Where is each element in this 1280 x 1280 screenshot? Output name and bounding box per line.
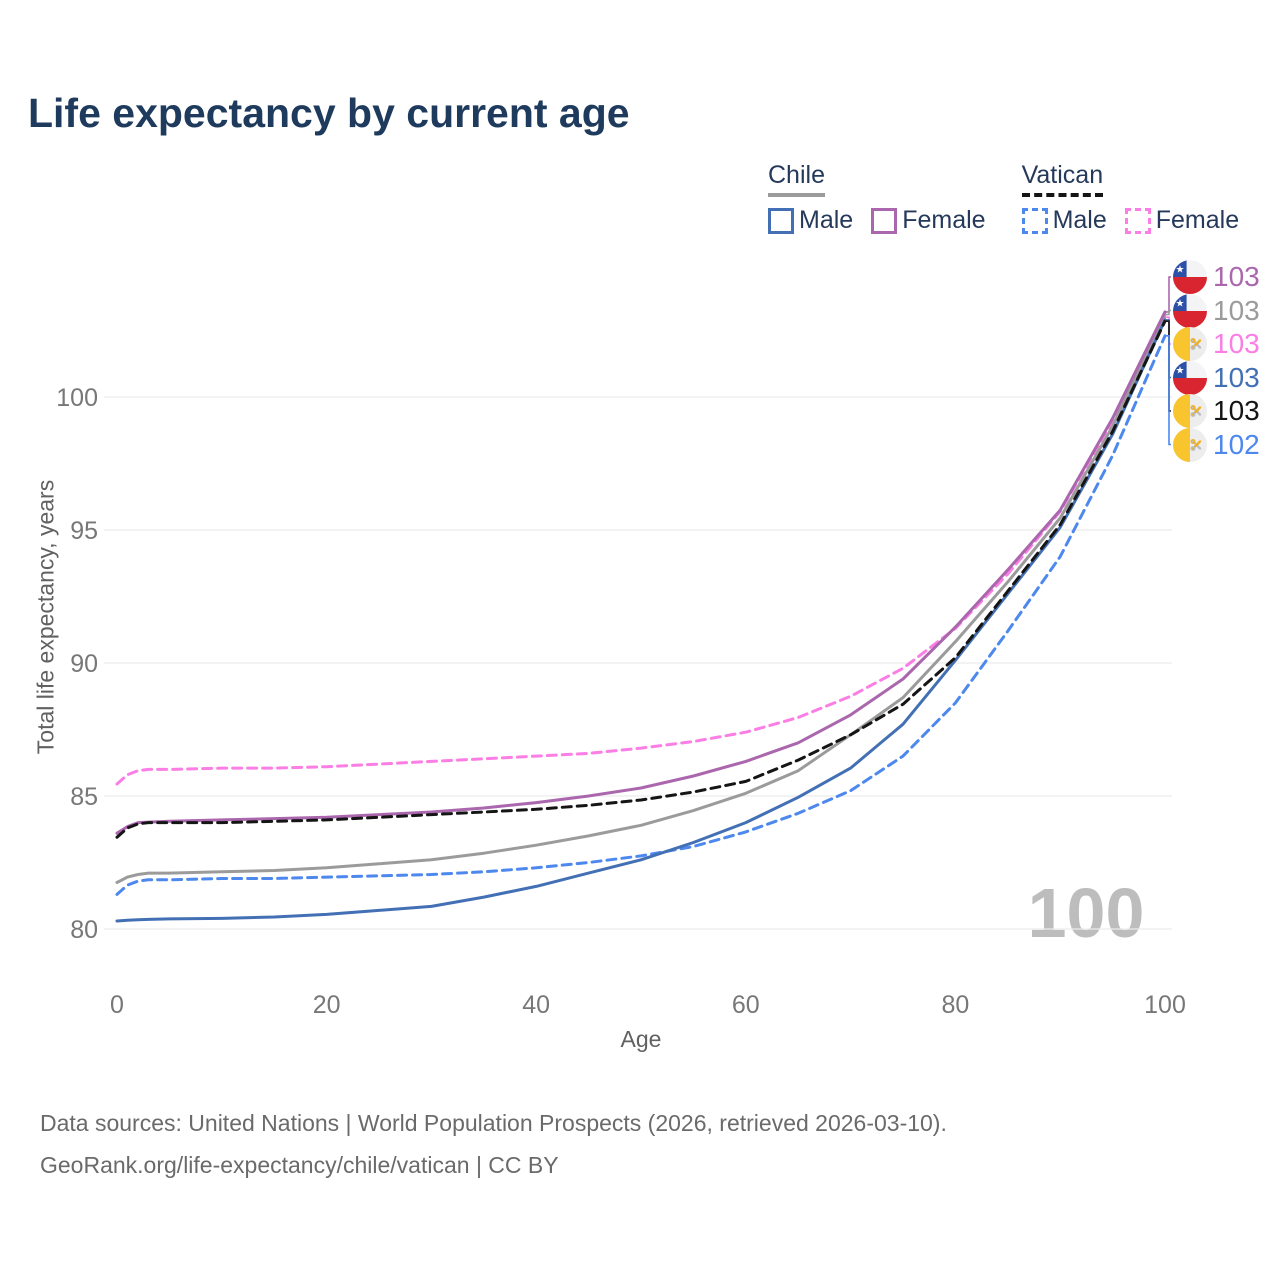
footer-attribution: GeoRank.org/life-expectancy/chile/vatica…	[40, 1152, 559, 1178]
x-tick-100: 100	[1144, 991, 1186, 1019]
chile-male-swatch-icon	[768, 207, 794, 234]
x-tick-60: 60	[732, 991, 760, 1019]
end-label-connector-chile-total	[1165, 309, 1171, 316]
end-label-connector-chile-female	[1165, 276, 1171, 313]
legend-items-chile: Male Female	[768, 206, 986, 235]
x-tick-0: 0	[110, 991, 124, 1019]
legend-item-label: Female	[902, 206, 986, 234]
x-axis-title: Age	[620, 1026, 662, 1052]
legend-item-vatican-male[interactable]: Male	[1021, 206, 1107, 235]
end-label-vatican-female[interactable]: 103	[1173, 327, 1260, 361]
y-tick-80: 80	[70, 916, 98, 944]
vatican-flag-icon	[1173, 327, 1207, 361]
end-label-value: 103	[1213, 328, 1260, 359]
footer-data-sources: Data sources: United Nations | World Pop…	[40, 1110, 947, 1136]
x-tick-20: 20	[313, 991, 341, 1019]
chile-female-swatch-icon	[871, 207, 898, 234]
chile-flag-icon: ★	[1173, 360, 1207, 395]
end-label-vatican-male[interactable]: 102	[1173, 427, 1260, 462]
end-label-chile-total[interactable]: ★ 103	[1173, 293, 1260, 328]
svg-text:★: ★	[1176, 365, 1185, 376]
legend-group-chile: Chile Male Female	[768, 161, 986, 235]
end-label-value: 103	[1213, 395, 1260, 426]
end-label-vatican-total[interactable]: 103	[1173, 394, 1260, 428]
end-label-connector-chile-male	[1165, 319, 1171, 379]
vatican-flag-icon	[1173, 394, 1207, 428]
end-label-chile-male[interactable]: ★ 103	[1173, 360, 1260, 395]
y-tick-100: 100	[56, 384, 98, 412]
chile-flag-icon: ★	[1173, 260, 1207, 294]
page-title: Life expectancy by current age	[28, 90, 630, 136]
svg-text:★: ★	[1176, 265, 1185, 276]
chile-flag-icon: ★	[1173, 293, 1207, 328]
legend-item-chile-male[interactable]: Male	[768, 206, 853, 235]
end-label-value: 103	[1213, 361, 1260, 393]
footer: Data sources: United Nations | World Pop…	[40, 1102, 947, 1186]
y-tick-90: 90	[70, 650, 98, 678]
legend-item-label: Female	[1155, 206, 1240, 234]
vatican-flag-icon	[1173, 427, 1207, 462]
vatican-male-swatch-icon	[1021, 207, 1048, 234]
x-tick-80: 80	[941, 991, 969, 1019]
series-line-chile-total[interactable]	[115, 313, 1167, 884]
age-watermark: 100	[1027, 874, 1145, 952]
end-label-value: 103	[1213, 294, 1260, 326]
x-tick-40: 40	[522, 991, 550, 1019]
end-label-value: 103	[1213, 261, 1260, 292]
y-tick-95: 95	[70, 517, 98, 545]
legend-item-label: Male	[799, 206, 854, 234]
legend-item-vatican-female[interactable]: Female	[1124, 206, 1240, 235]
series-line-vatican-female[interactable]	[115, 315, 1167, 786]
legend-items-vatican: Male Female	[1021, 206, 1240, 235]
legend-country-chile[interactable]: Chile	[768, 161, 825, 197]
end-label-value: 102	[1213, 428, 1260, 460]
legend-country-vatican[interactable]: Vatican	[1021, 161, 1104, 197]
legend: Chile Male Female Vatican Male Female	[768, 161, 1239, 235]
series-line-vatican-male[interactable]	[115, 334, 1167, 896]
legend-item-chile-female[interactable]: Female	[871, 206, 986, 235]
end-label-connector-vatican-male	[1165, 335, 1171, 446]
legend-item-label: Male	[1052, 206, 1107, 234]
series-line-chile-male[interactable]	[115, 318, 1167, 923]
end-label-chile-female[interactable]: ★ 103	[1173, 260, 1260, 294]
svg-text:★: ★	[1176, 298, 1185, 309]
series-line-vatican-total[interactable]	[115, 319, 1167, 839]
y-tick-85: 85	[70, 783, 98, 811]
legend-group-vatican: Vatican Male Female	[1021, 161, 1240, 235]
vatican-female-swatch-icon	[1124, 207, 1151, 234]
